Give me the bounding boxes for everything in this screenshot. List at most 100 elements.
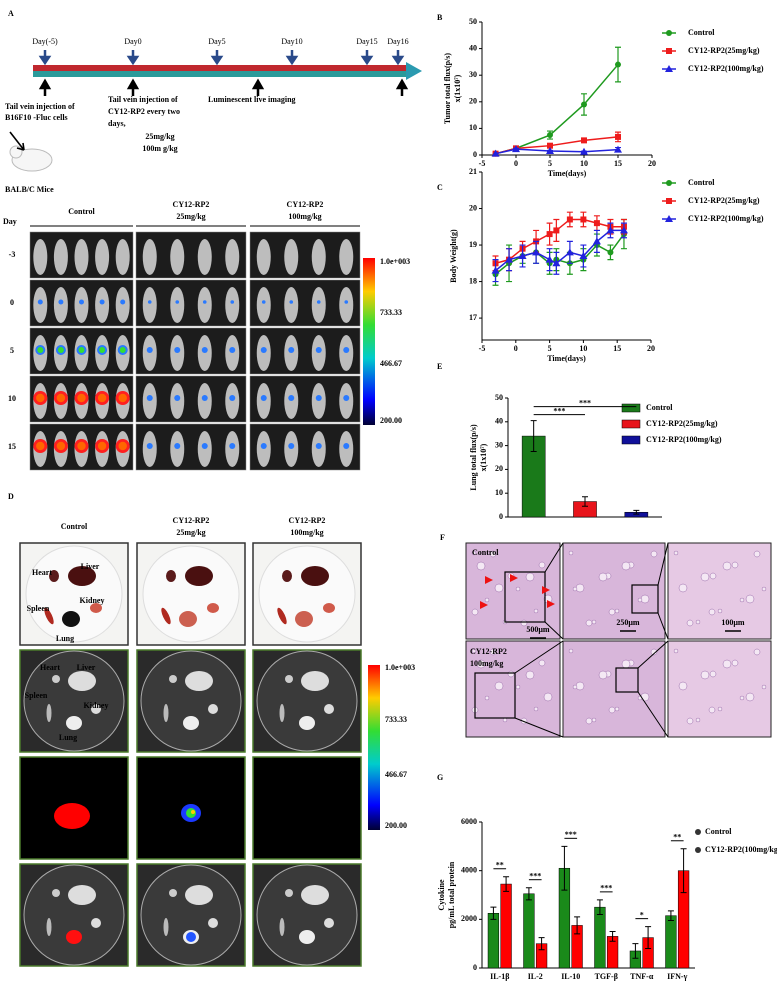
mouse-body: [95, 287, 110, 323]
mouse-body: [74, 287, 89, 323]
day-label: Day5: [208, 37, 225, 46]
organ: [282, 570, 292, 582]
legend-marker: [666, 30, 672, 36]
mouse-icon: [9, 145, 23, 159]
tissue: [591, 619, 597, 625]
legend-label: Control: [688, 178, 715, 187]
group-label: 25mg/kg: [176, 528, 205, 537]
day-label: Day16: [387, 37, 408, 46]
organ: [169, 675, 177, 683]
up-arrow: [251, 78, 265, 96]
dish: [140, 864, 242, 966]
y-tick-label: 30: [495, 440, 503, 449]
tissue: [650, 648, 658, 656]
colorbar: [363, 258, 375, 425]
legend-marker: [695, 829, 701, 835]
organ-label: Kidney: [80, 596, 105, 605]
legend-marker: [666, 48, 672, 54]
y-tick-label: 10: [495, 488, 503, 497]
y-tick-label: 50: [469, 17, 477, 26]
marker: [580, 147, 588, 155]
row-label: 5: [10, 346, 14, 355]
x-tick-label: -5: [479, 344, 486, 353]
marker: [532, 248, 541, 256]
tissue: [476, 561, 486, 571]
signal: [315, 347, 322, 353]
signal: [201, 395, 208, 401]
x-tick-label: 10: [580, 159, 588, 168]
mouse-body: [53, 287, 68, 323]
signal: [37, 299, 43, 305]
y-axis-label: x(1x10⁷): [453, 74, 462, 102]
timeline-note: 25mg/kg: [145, 132, 174, 141]
tissue: [471, 550, 477, 556]
organ: [169, 889, 177, 897]
y-tick-label: 20: [469, 203, 477, 212]
scale-label: 250μm: [616, 618, 640, 627]
organ: [323, 603, 335, 613]
marker: [545, 255, 554, 263]
photo: [19, 756, 129, 860]
tissue: [572, 684, 578, 690]
signal: [288, 443, 295, 449]
organ: [295, 611, 313, 627]
legend-label: CY12-RP2(25mg/kg): [688, 46, 760, 55]
organ: [185, 885, 213, 905]
error-bar: [680, 848, 687, 894]
signal: [288, 347, 295, 353]
mouse-body: [311, 239, 326, 275]
mouse-body: [53, 239, 68, 275]
signal: [56, 393, 66, 403]
error-bar: [667, 910, 674, 922]
organ-label: Lung: [56, 634, 74, 643]
y-tick-label: 30: [469, 70, 477, 79]
tissue: [673, 648, 679, 654]
tissue: [614, 706, 620, 712]
timeline-head: [406, 62, 422, 80]
organ: [91, 918, 101, 928]
tissue: [745, 692, 755, 702]
tissue: [739, 597, 745, 603]
y-tick-label: 18: [469, 276, 477, 285]
legend-label: CY12-RP2(100mg/kg): [688, 64, 764, 73]
marker: [592, 237, 601, 245]
timeline: [33, 71, 408, 77]
zoom-line: [657, 542, 669, 640]
day-label: Day0: [124, 37, 141, 46]
panel-label: C: [437, 183, 443, 192]
legend-marker: [665, 215, 673, 222]
signal: [288, 395, 295, 401]
signal: [97, 393, 107, 403]
organ-label: Lung: [59, 733, 77, 742]
error-bar: [596, 899, 603, 915]
organ: [185, 566, 213, 586]
y-tick-label: 20: [495, 464, 503, 473]
tissue: [575, 681, 585, 691]
y-axis-label: pg/mL total protein: [447, 861, 456, 928]
mouse-body: [95, 239, 110, 275]
marker: [491, 266, 500, 274]
legend-marker: [695, 847, 701, 853]
tissue: [538, 561, 546, 569]
organ: [44, 607, 54, 625]
signal: [343, 443, 350, 449]
dish: [23, 650, 125, 752]
signal: [118, 441, 127, 451]
legend-swatch: [621, 435, 641, 445]
x-tick-label: 5: [548, 159, 552, 168]
organ: [299, 716, 315, 730]
group-label: CY12-RP2: [289, 516, 326, 525]
significance-label: ***: [579, 398, 591, 407]
organ-label: Liver: [81, 562, 100, 571]
timeline-note: 100m g/kg: [142, 144, 177, 153]
histology: [465, 640, 561, 738]
significance-label: ***: [600, 884, 612, 893]
tissue: [575, 583, 585, 593]
zoom-line: [544, 542, 564, 640]
marker: [491, 149, 500, 157]
tissue: [585, 619, 593, 627]
marker: [552, 259, 561, 267]
error-bar: [633, 509, 640, 515]
bar: [523, 893, 535, 969]
dish: [25, 545, 123, 643]
